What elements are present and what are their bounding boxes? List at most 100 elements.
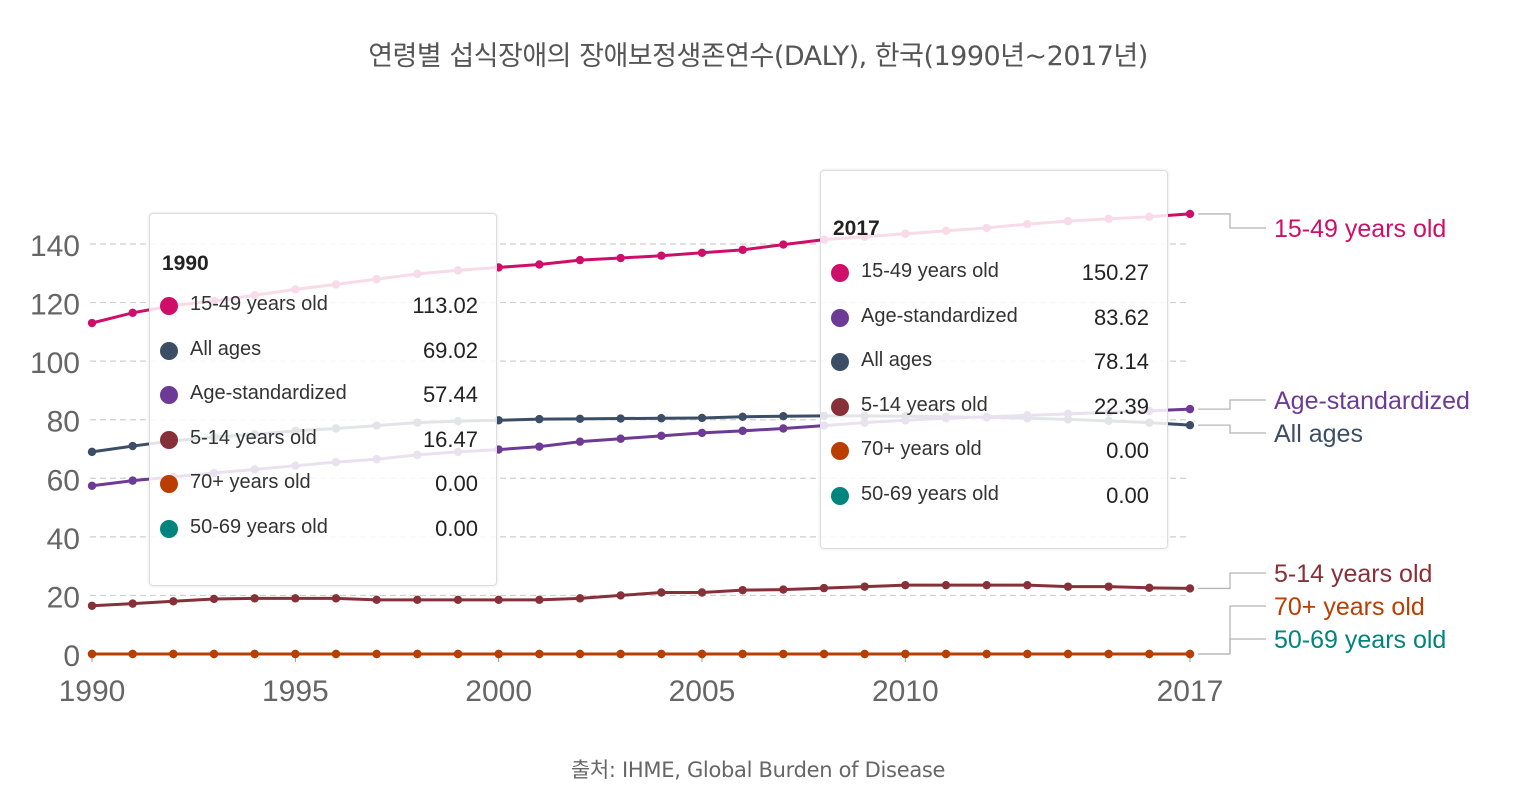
tooltip-row: All ages 69.02	[160, 338, 478, 364]
data-point	[575, 649, 585, 659]
legend-dot-icon	[831, 442, 849, 460]
tooltip-series-name: Age-standardized	[190, 382, 347, 404]
end-label-15-49-years-old: 15-49 years old	[1198, 213, 1446, 243]
data-point	[128, 649, 137, 659]
x-tick-label: 2005	[669, 675, 736, 708]
data-point	[87, 601, 97, 610]
tooltip-series-value: 0.00	[1106, 482, 1149, 508]
tooltip-series-value: 78.14	[1093, 349, 1149, 374]
end-label-connector	[1198, 213, 1266, 229]
tooltip-series-name: 15-49 years old	[190, 293, 328, 315]
data-point	[575, 594, 585, 603]
y-tick-label: 140	[30, 230, 80, 263]
tooltip-row: 50-69 years old 0.00	[160, 516, 478, 542]
y-tick-label: 80	[47, 406, 80, 439]
data-point	[169, 597, 178, 606]
legend-dot-icon	[831, 308, 849, 327]
data-point	[901, 580, 910, 590]
data-point	[250, 649, 259, 659]
tooltip-series-value: 57.44	[422, 382, 478, 407]
data-point	[1023, 580, 1032, 590]
data-point	[87, 447, 97, 457]
data-point	[535, 649, 544, 659]
data-point	[1104, 649, 1113, 659]
legend-dot-icon	[160, 430, 178, 449]
data-point	[128, 441, 137, 451]
chart-source: 출처: IHME, Global Burden of Disease	[570, 758, 946, 782]
data-point	[535, 595, 544, 605]
data-point	[738, 426, 747, 436]
data-point	[697, 248, 707, 257]
tooltip-series-name: 5-14 years old	[190, 426, 317, 449]
y-tick-label: 100	[30, 347, 80, 380]
tooltip-series-name: Age-standardized	[861, 304, 1018, 327]
tooltip-row: 5-14 years old 22.39	[831, 394, 1149, 420]
legend-dot-icon	[160, 297, 178, 315]
tooltip-title: 1990	[162, 252, 209, 275]
data-point	[697, 649, 707, 659]
data-point	[87, 481, 97, 490]
tooltip-row: All ages 78.14	[831, 349, 1149, 375]
tooltip-series-value: 22.39	[1093, 393, 1149, 419]
tooltip-series-name: All ages	[861, 349, 933, 371]
data-point	[657, 588, 666, 597]
y-tick-label: 20	[47, 581, 80, 614]
tooltip-series-value: 150.27	[1081, 260, 1149, 285]
tooltip-series-name: 70+ years old	[861, 438, 982, 460]
y-tick-label: 60	[47, 464, 80, 497]
series-70-years-old	[87, 649, 1195, 659]
tooltip-series-name: 50-69 years old	[861, 482, 999, 505]
end-label-50-69-years-old: 50-69 years old	[1198, 626, 1446, 655]
data-point	[779, 424, 788, 433]
end-label-connector	[1198, 605, 1266, 655]
data-point	[819, 583, 829, 593]
data-point	[128, 476, 137, 485]
end-label-connector	[1198, 424, 1266, 434]
end-label-connector	[1198, 638, 1266, 655]
tooltip-series-value: 0.00	[435, 515, 478, 541]
x-tick-label: 2017	[1157, 675, 1224, 708]
data-point	[860, 649, 869, 659]
data-point	[982, 580, 991, 590]
tooltip-2017: 2017 15-49 years old 150.27 Age-standardiz…	[820, 170, 1168, 549]
data-point	[128, 308, 137, 318]
end-label-text: 50-69 years old	[1274, 626, 1446, 654]
data-point	[1185, 584, 1195, 593]
tooltip-row: 15-49 years old 150.27	[831, 260, 1149, 286]
data-point	[1145, 649, 1154, 659]
data-point	[535, 260, 544, 269]
tooltip-title: 2017	[833, 217, 880, 240]
data-point	[616, 253, 625, 263]
data-point	[779, 412, 788, 421]
x-tick-label: 1995	[262, 675, 329, 708]
data-point	[169, 649, 178, 659]
data-point	[453, 649, 463, 659]
data-point	[1023, 649, 1032, 659]
data-point	[372, 649, 381, 659]
data-point	[779, 649, 788, 659]
tooltip-series-name: 15-49 years old	[861, 260, 999, 282]
tooltip-1990: 1990 15-49 years old 113.02 All ages 69.02 A…	[149, 213, 497, 586]
tooltip-row: 50-69 years old 0.00	[831, 483, 1149, 509]
legend-dot-icon	[160, 341, 178, 360]
tooltip-series-value: 16.47	[422, 426, 478, 452]
data-point	[1063, 649, 1073, 659]
data-point	[616, 414, 625, 423]
end-label-all-ages: All ages	[1198, 420, 1363, 448]
data-point	[87, 649, 97, 659]
tooltip-row: 70+ years old 0.00	[160, 471, 478, 497]
tooltip-row: 15-49 years old 113.02	[160, 293, 478, 319]
data-point	[87, 318, 97, 328]
end-label-5-14-years-old: 5-14 years old	[1198, 560, 1432, 590]
tooltip-series-value: 83.62	[1093, 304, 1149, 330]
tooltip-series-value: 69.02	[422, 337, 478, 363]
data-point	[901, 649, 910, 659]
data-point	[494, 595, 503, 605]
data-point	[982, 649, 991, 659]
data-point	[1063, 582, 1073, 591]
data-point	[779, 240, 788, 249]
data-point	[697, 428, 707, 438]
end-label-text: 70+ years old	[1274, 593, 1425, 621]
data-point	[657, 649, 666, 659]
